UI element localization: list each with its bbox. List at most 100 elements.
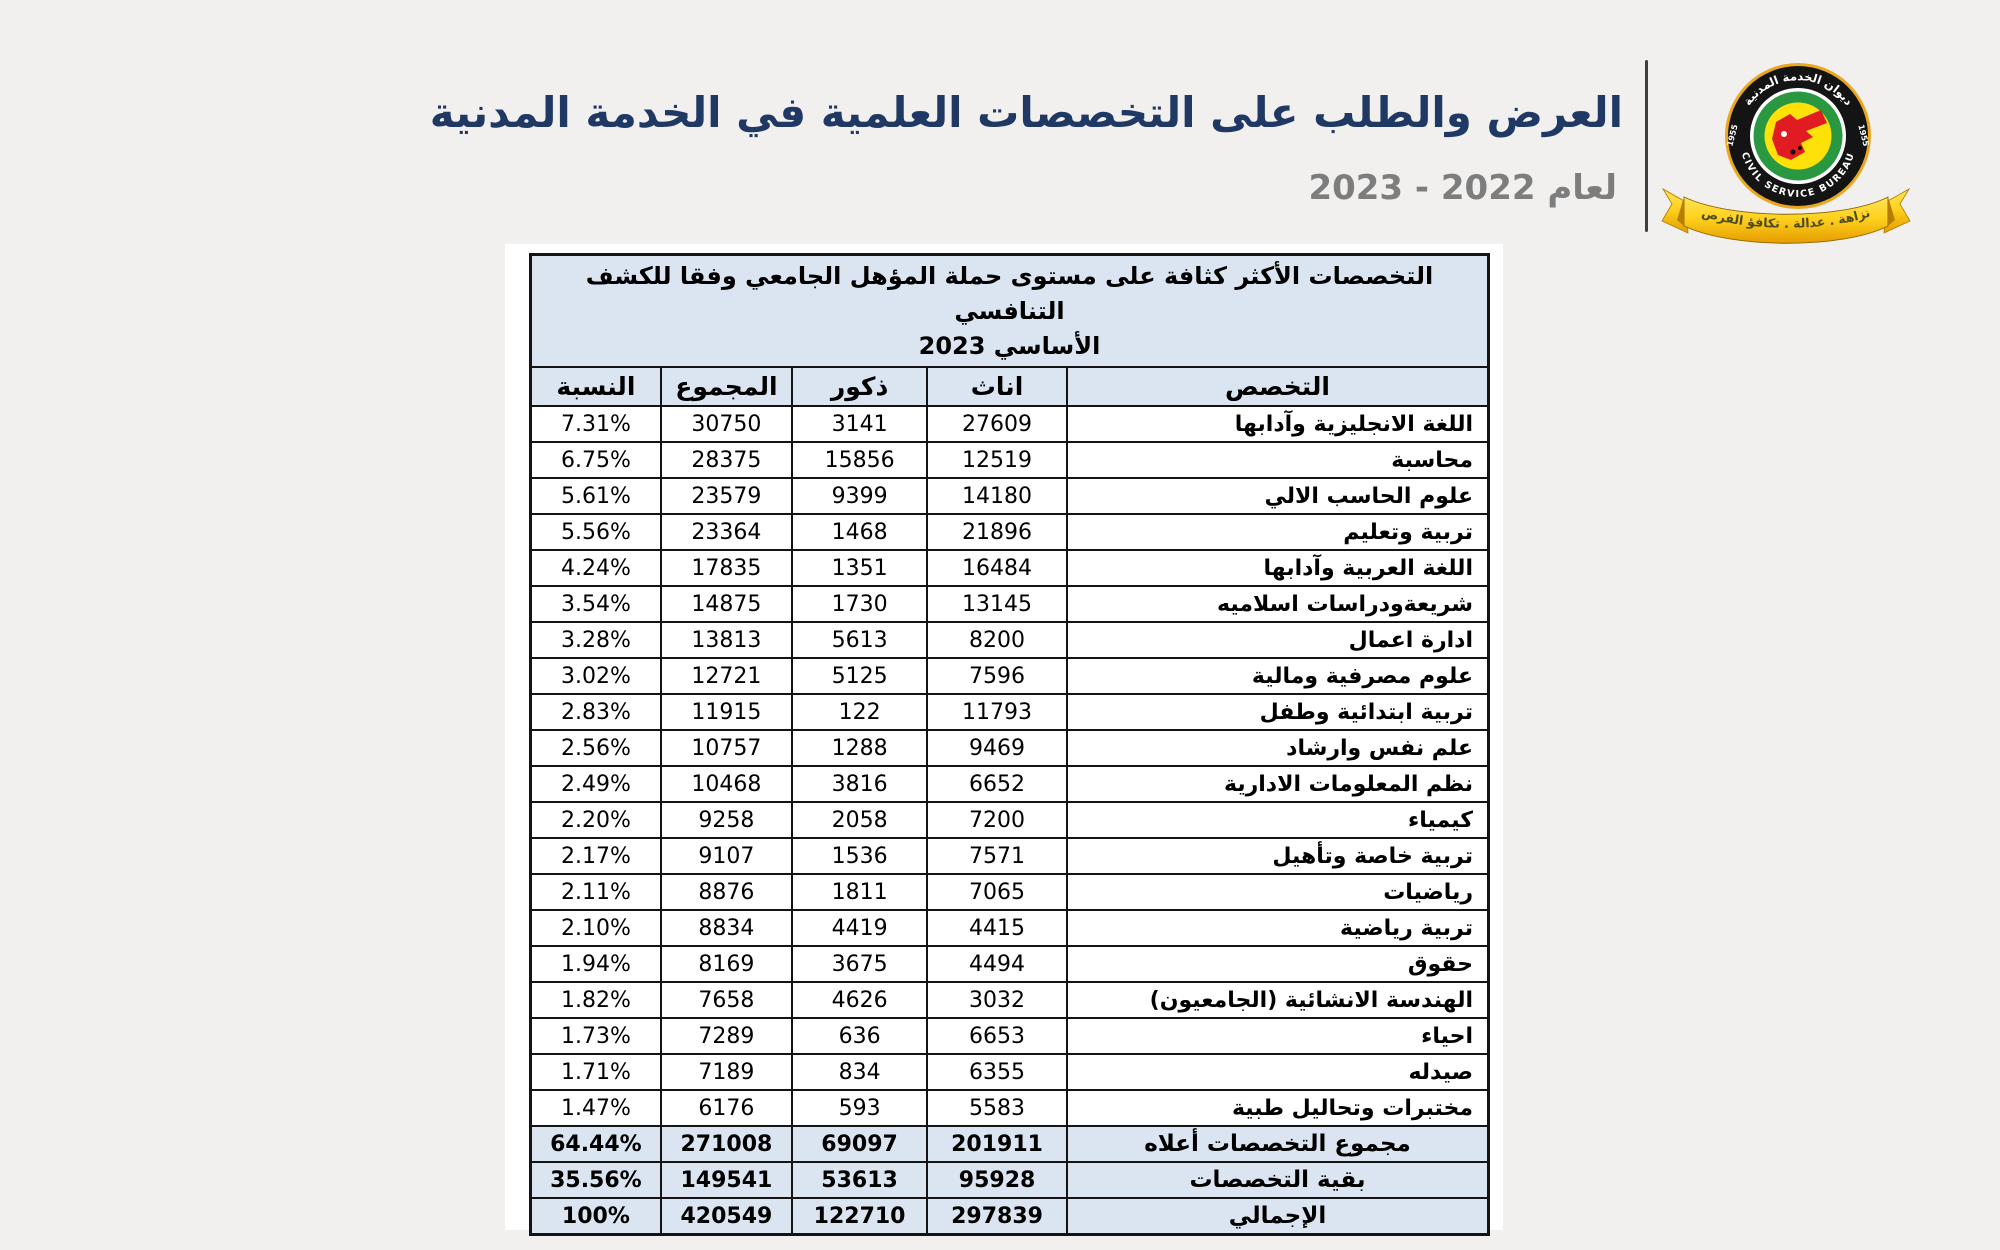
column-header-total: المجموع: [659, 366, 794, 408]
males-cell: 5125: [791, 657, 929, 696]
specialization-cell: علوم الحاسب الالي: [1065, 477, 1490, 516]
females-cell: 297839: [926, 1197, 1068, 1236]
summary-row: مجموع التخصصات أعلاه 201911 69097 271008 64.…: [529, 1125, 1490, 1164]
total-cell: 6176: [659, 1089, 794, 1128]
specialization-cell: اللغة الانجليزية وآدابها: [1065, 405, 1490, 444]
percentage-cell: 35.56%: [529, 1161, 662, 1200]
males-cell: 1811: [791, 873, 929, 912]
total-cell: 7189: [659, 1053, 794, 1092]
males-cell: 3816: [791, 765, 929, 804]
females-cell: 7065: [926, 873, 1068, 912]
males-cell: 122: [791, 693, 929, 732]
percentage-cell: 2.17%: [529, 837, 662, 876]
summary-row: الإجمالي 297839 122710 420549 100%: [529, 1197, 1490, 1236]
males-cell: 593: [791, 1089, 929, 1128]
females-cell: 21896: [926, 513, 1068, 552]
percentage-cell: 2.49%: [529, 765, 662, 804]
table-row: حقوق 4494 3675 8169 1.94%: [529, 945, 1490, 984]
percentage-cell: 2.10%: [529, 909, 662, 948]
total-cell: 13813: [659, 621, 794, 660]
males-cell: 4419: [791, 909, 929, 948]
civil-service-bureau-logo-icon: ديوان الخدمة المدنية CIVIL SERVICE BUREA…: [1661, 63, 1911, 244]
total-cell: 10757: [659, 729, 794, 768]
percentage-cell: 100%: [529, 1197, 662, 1236]
total-cell: 14875: [659, 585, 794, 624]
caption-line-2: الأساسي 2023: [918, 331, 1101, 360]
males-cell: 122710: [791, 1197, 929, 1236]
males-cell: 1536: [791, 837, 929, 876]
total-cell: 9107: [659, 837, 794, 876]
females-cell: 6652: [926, 765, 1068, 804]
males-cell: 636: [791, 1017, 929, 1056]
column-header-specialization: التخصص: [1065, 366, 1490, 408]
specialization-cell: تربية رياضية: [1065, 909, 1490, 948]
females-cell: 14180: [926, 477, 1068, 516]
males-cell: 3675: [791, 945, 929, 984]
table-row: احياء 6653 636 7289 1.73%: [529, 1017, 1490, 1056]
females-cell: 7200: [926, 801, 1068, 840]
total-cell: 23579: [659, 477, 794, 516]
total-cell: 10468: [659, 765, 794, 804]
table-row: الهندسة الانشائية (الجامعيون) 3032 4626 765…: [529, 981, 1490, 1020]
percentage-cell: 64.44%: [529, 1125, 662, 1164]
table-row: رياضيات 7065 1811 8876 2.11%: [529, 873, 1490, 912]
males-cell: 1730: [791, 585, 929, 624]
specialization-cell: مجموع التخصصات أعلاه: [1065, 1125, 1490, 1164]
table-row: كيمياء 7200 2058 9258 2.20%: [529, 801, 1490, 840]
table-row: علوم الحاسب الالي 14180 9399 23579 5.61%: [529, 477, 1490, 516]
percentage-cell: 3.28%: [529, 621, 662, 660]
table-row: علم نفس وارشاد 9469 1288 10757 2.56%: [529, 729, 1490, 768]
males-cell: 834: [791, 1053, 929, 1092]
percentage-cell: 3.02%: [529, 657, 662, 696]
table-row: نظم المعلومات الادارية 6652 3816 10468 2.49%: [529, 765, 1490, 804]
females-cell: 7571: [926, 837, 1068, 876]
percentage-cell: 5.56%: [529, 513, 662, 552]
males-cell: 69097: [791, 1125, 929, 1164]
table-row: اللغة الانجليزية وآدابها 27609 3141 30750 7.…: [529, 405, 1490, 444]
specialization-cell: تربية ابتدائية وطفل: [1065, 693, 1490, 732]
table-row: تربية رياضية 4415 4419 8834 2.10%: [529, 909, 1490, 948]
specialization-cell: كيمياء: [1065, 801, 1490, 840]
specialization-cell: احياء: [1065, 1017, 1490, 1056]
specialization-cell: تربية خاصة وتأهيل: [1065, 837, 1490, 876]
table-row: صيدله 6355 834 7189 1.71%: [529, 1053, 1490, 1092]
total-cell: 149541: [659, 1161, 794, 1200]
females-cell: 3032: [926, 981, 1068, 1020]
jordan-map-icon: [1772, 110, 1827, 160]
table-row: اللغة العربية وآدابها 16484 1351 17835 4.24%: [529, 549, 1490, 588]
percentage-cell: 7.31%: [529, 405, 662, 444]
total-cell: 420549: [659, 1197, 794, 1236]
females-cell: 95928: [926, 1161, 1068, 1200]
percentage-cell: 1.71%: [529, 1053, 662, 1092]
females-cell: 9469: [926, 729, 1068, 768]
females-cell: 8200: [926, 621, 1068, 660]
specializations-table: التخصصات الأكثر كثافة على مستوى حملة الم…: [529, 253, 1490, 1237]
caption-line-1: التخصصات الأكثر كثافة على مستوى حملة الم…: [585, 262, 1434, 325]
females-cell: 27609: [926, 405, 1068, 444]
females-cell: 13145: [926, 585, 1068, 624]
table-row: تربية خاصة وتأهيل 7571 1536 9107 2.17%: [529, 837, 1490, 876]
table-row: تربية ابتدائية وطفل 11793 122 11915 2.83%: [529, 693, 1490, 732]
total-cell: 7658: [659, 981, 794, 1020]
specialization-cell: الهندسة الانشائية (الجامعيون): [1065, 981, 1490, 1020]
males-cell: 15856: [791, 441, 929, 480]
specialization-cell: مختبرات وتحاليل طبية: [1065, 1089, 1490, 1128]
title-logo-divider: [1645, 60, 1648, 232]
specialization-cell: بقية التخصصات: [1065, 1161, 1490, 1200]
specialization-cell: تربية وتعليم: [1065, 513, 1490, 552]
specialization-cell: محاسبة: [1065, 441, 1490, 480]
percentage-cell: 2.11%: [529, 873, 662, 912]
total-cell: 11915: [659, 693, 794, 732]
specialization-cell: شريعةودراسات اسلاميه: [1065, 585, 1490, 624]
males-cell: 1351: [791, 549, 929, 588]
page-subtitle: لعام 2022 - 2023: [1308, 168, 1617, 208]
total-cell: 23364: [659, 513, 794, 552]
percentage-cell: 2.83%: [529, 693, 662, 732]
males-cell: 1288: [791, 729, 929, 768]
total-cell: 8834: [659, 909, 794, 948]
specialization-cell: رياضيات: [1065, 873, 1490, 912]
percentage-cell: 1.94%: [529, 945, 662, 984]
total-cell: 30750: [659, 405, 794, 444]
summary-row: بقية التخصصات 95928 53613 149541 35.56%: [529, 1161, 1490, 1200]
